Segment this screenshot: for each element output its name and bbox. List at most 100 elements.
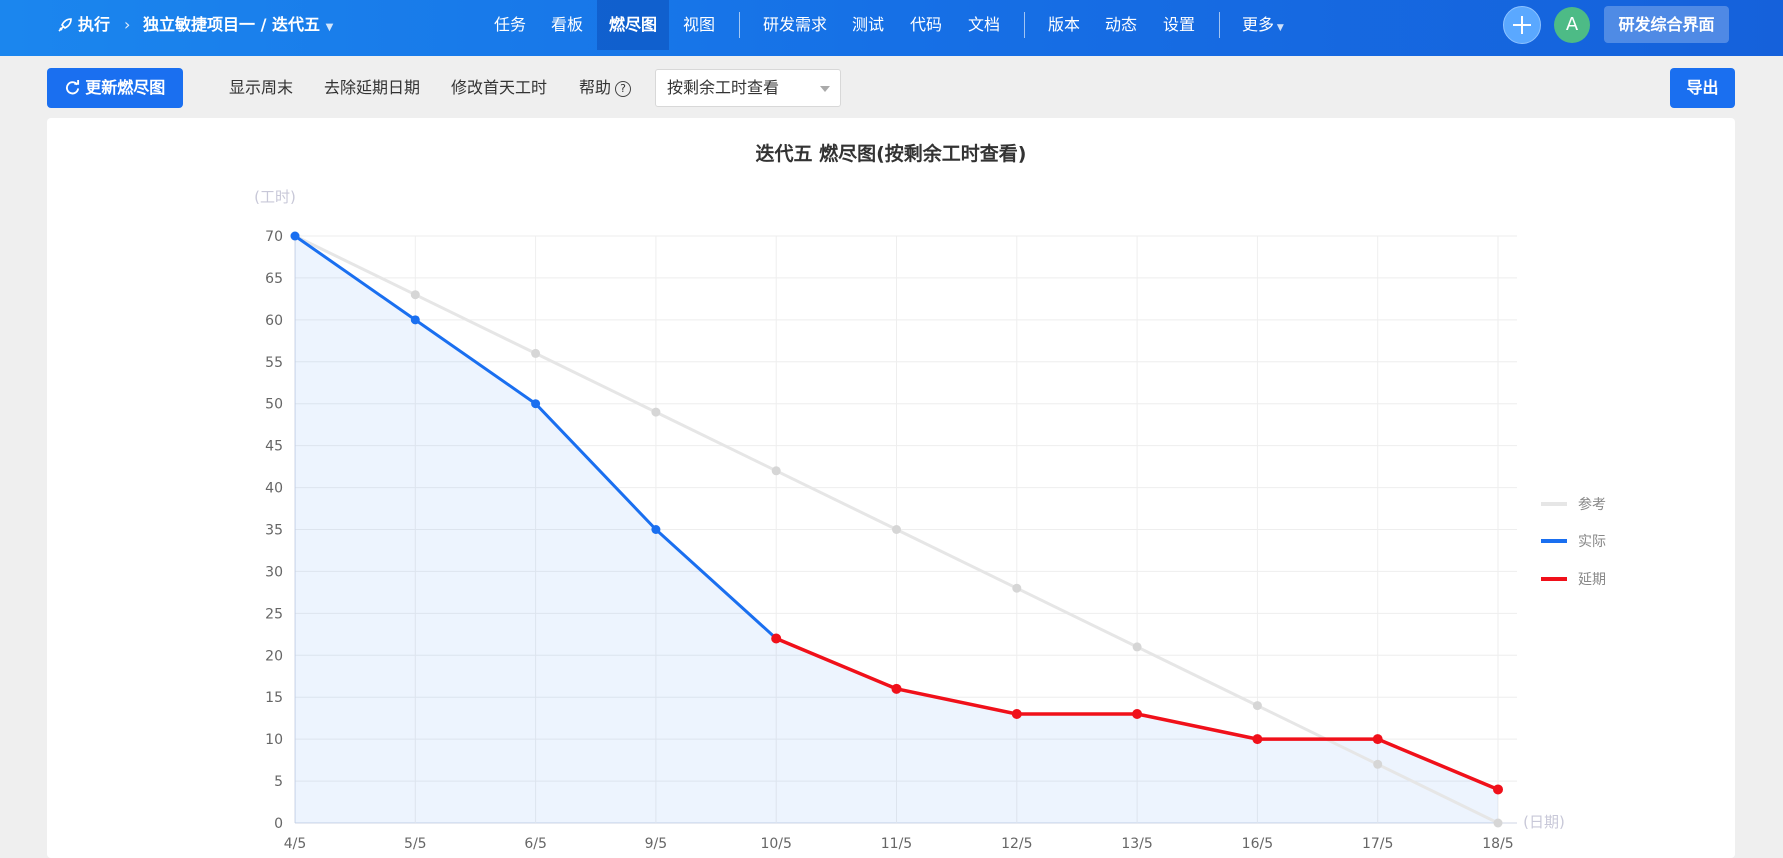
x-tick-label: 13/5 <box>1121 836 1152 852</box>
x-tick-label: 18/5 <box>1482 836 1513 852</box>
nav-kanban[interactable]: 看板 <box>551 15 584 34</box>
nav-task[interactable]: 任务 <box>494 15 527 34</box>
x-tick-label: 12/5 <box>1001 836 1032 852</box>
caret-down-icon: ▼ <box>325 22 334 33</box>
y-tick-label: 20 <box>265 648 283 664</box>
nav-release[interactable]: 版本 <box>1048 15 1081 34</box>
nav-view[interactable]: 视图 <box>683 15 716 34</box>
legend-label: 延期 <box>1578 572 1606 588</box>
question-circle-icon: ? <box>615 80 632 97</box>
x-tick-label: 16/5 <box>1242 836 1273 852</box>
data-point <box>1012 583 1022 593</box>
nav-divider <box>1219 12 1220 38</box>
x-tick-label: 4/5 <box>284 836 307 852</box>
data-point <box>1011 708 1022 719</box>
y-tick-label: 25 <box>265 606 283 622</box>
x-tick-label: 11/5 <box>881 836 912 852</box>
data-point <box>410 290 420 300</box>
y-tick-label: 45 <box>265 439 283 455</box>
y-tick-label: 15 <box>265 690 283 706</box>
nav-code[interactable]: 代码 <box>910 15 943 34</box>
legend-label: 参考 <box>1578 496 1606 513</box>
data-point <box>891 683 902 694</box>
nav-settings[interactable]: 设置 <box>1163 15 1196 34</box>
y-axis-label: (工时) <box>254 188 296 206</box>
help-link[interactable]: 帮助? <box>579 68 632 108</box>
data-point <box>1372 734 1383 745</box>
data-point <box>771 633 782 644</box>
y-tick-label: 65 <box>265 271 283 287</box>
view-mode-value: 按剩余工时查看 <box>667 78 780 97</box>
chart-grid <box>294 235 1517 824</box>
nav-divider <box>1024 12 1025 38</box>
export-button[interactable]: 导出 <box>1670 68 1735 108</box>
data-point <box>651 525 661 534</box>
chevron-right-icon: › <box>124 15 131 34</box>
chart-title: 迭代五 燃尽图(按剩余工时查看) <box>756 142 1027 165</box>
update-burndown-button[interactable]: 更新燃尽图 <box>47 68 183 108</box>
y-tick-label: 55 <box>265 355 283 371</box>
remove-delay-link[interactable]: 去除延期日期 <box>324 78 421 97</box>
nav-requirements[interactable]: 研发需求 <box>763 15 828 34</box>
x-axis-ticks: 4/5 5/5 6/5 9/5 10/5 11/5 12/5 13/5 16/5 17/5 18/5 <box>284 836 1514 852</box>
nav-docs[interactable]: 文档 <box>968 15 1001 34</box>
add-button[interactable] <box>1503 6 1541 44</box>
x-tick-label: 17/5 <box>1362 836 1393 852</box>
chart-series <box>290 231 1503 828</box>
burndown-area <box>295 236 1498 823</box>
chevron-down-icon <box>820 86 830 92</box>
caret-down-icon: ▼ <box>1274 23 1284 33</box>
x-tick-label: 5/5 <box>404 836 427 852</box>
edit-first-day-hours-link[interactable]: 修改首天工时 <box>451 78 548 97</box>
y-axis-ticks: 0 5 10 15 20 25 30 35 40 45 50 55 60 65 70 <box>265 229 283 832</box>
top-navbar: 执行 › 独立敏捷项目一 / 迭代五 ▼ 任务 看板 燃尽图 视图 研发需求 测… <box>0 0 1783 56</box>
avatar[interactable]: A <box>1554 7 1590 43</box>
data-point <box>1493 818 1503 828</box>
y-tick-label: 50 <box>265 397 283 413</box>
nav-dynamics[interactable]: 动态 <box>1105 15 1138 34</box>
breadcrumb-project[interactable]: 独立敏捷项目一 / 迭代五 ▼ <box>143 0 333 50</box>
data-point <box>1252 701 1262 711</box>
x-axis-label: (日期) <box>1523 813 1565 831</box>
data-point <box>1373 759 1383 769</box>
rd-dashboard-button[interactable]: 研发综合界面 <box>1604 6 1729 43</box>
x-tick-label: 6/5 <box>524 836 547 852</box>
breadcrumb-section[interactable]: 执行 <box>78 15 111 34</box>
nav-test[interactable]: 测试 <box>852 15 885 34</box>
data-point <box>290 231 300 241</box>
data-point <box>1493 784 1503 795</box>
y-tick-label: 60 <box>265 313 283 329</box>
y-tick-label: 30 <box>265 564 283 580</box>
data-point <box>410 315 420 325</box>
data-point <box>531 348 541 358</box>
data-point <box>531 399 541 409</box>
data-point <box>771 466 781 476</box>
x-tick-label: 10/5 <box>760 836 791 852</box>
nav-burndown[interactable]: 燃尽图 <box>597 0 670 50</box>
update-burndown-label: 更新燃尽图 <box>85 78 166 97</box>
rocket-icon <box>58 18 72 32</box>
nav-more-label: 更多 <box>1242 15 1275 34</box>
y-tick-label: 70 <box>265 229 283 245</box>
chart-panel: 迭代五 燃尽图(按剩余工时查看) (工时) (日期) 0 5 10 15 20 25 30 3… <box>47 118 1735 858</box>
nav-divider <box>739 12 740 38</box>
view-mode-select[interactable]: 按剩余工时查看 <box>655 69 841 107</box>
y-tick-label: 5 <box>274 774 283 790</box>
legend-label: 实际 <box>1578 534 1606 550</box>
refresh-icon <box>65 80 79 95</box>
chart-area-fill <box>295 236 1498 823</box>
x-tick-label: 9/5 <box>645 836 668 852</box>
data-point <box>892 525 901 534</box>
help-label: 帮助 <box>579 78 612 97</box>
data-point <box>1132 708 1143 719</box>
y-tick-label: 10 <box>265 732 283 748</box>
y-tick-label: 35 <box>265 523 283 539</box>
y-tick-label: 0 <box>274 816 283 832</box>
data-point <box>1252 734 1263 745</box>
nav-more[interactable]: 更多 ▼ <box>1230 0 1296 50</box>
project-name: 独立敏捷项目一 / 迭代五 <box>143 15 320 34</box>
y-tick-label: 40 <box>265 481 283 497</box>
data-point <box>1132 642 1142 652</box>
show-weekend-link[interactable]: 显示周末 <box>229 78 294 97</box>
